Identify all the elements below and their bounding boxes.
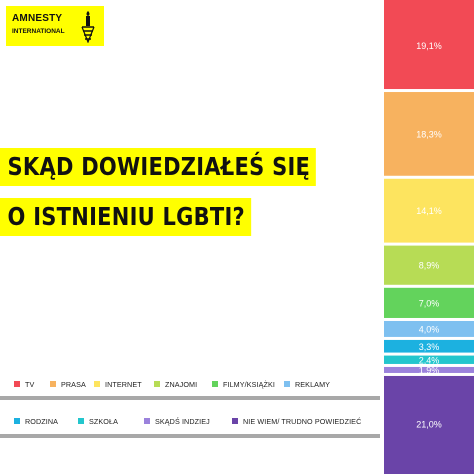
legend-item-znajomi: ZNAJOMI bbox=[154, 378, 197, 390]
legend-item-skads-indziej: SKĄDŚ INDZIEJ bbox=[144, 415, 210, 427]
legend-swatch bbox=[50, 381, 56, 387]
chart-title-line1: SKĄD DOWIEDZIAŁEŚ SIĘ bbox=[0, 148, 373, 186]
bar-segment-1 bbox=[384, 0, 474, 91]
data-label-5: 7,0% bbox=[419, 298, 440, 308]
legend-label: RODZINA bbox=[25, 416, 59, 426]
segment-separator bbox=[384, 284, 474, 288]
legend-swatch bbox=[78, 418, 84, 424]
chart-title-text-2: O ISTNIENIU LGBTI? bbox=[0, 198, 251, 236]
bar-segment-2 bbox=[384, 90, 474, 178]
segment-separator bbox=[384, 363, 474, 367]
legend-label: TV bbox=[25, 379, 35, 389]
legend-label: SZKOŁA bbox=[89, 416, 118, 426]
bar-segment-5 bbox=[384, 286, 474, 320]
legend-swatch bbox=[144, 418, 150, 424]
bar-segment-3 bbox=[384, 177, 474, 245]
logo-line2: INTERNATIONAL bbox=[12, 28, 65, 35]
legend-swatch bbox=[94, 381, 100, 387]
data-label-9: 1,9% bbox=[419, 365, 440, 375]
legend-item-szkola: SZKOŁA bbox=[78, 415, 118, 427]
data-label-1: 19,1% bbox=[416, 41, 442, 51]
bar-segment-6 bbox=[384, 319, 474, 339]
legend-label: ZNAJOMI bbox=[165, 379, 198, 389]
legend-item-filmy-ksiazki: FILMY/KSIĄŻKI bbox=[212, 378, 275, 390]
legend-label: NIE WIEM/ TRUDNO POWIEDZIEĆ bbox=[243, 416, 362, 426]
data-label-6: 4,0% bbox=[419, 324, 440, 334]
legend-swatch bbox=[284, 381, 290, 387]
legend-label: INTERNET bbox=[105, 379, 142, 389]
bar-segment-9 bbox=[384, 365, 474, 375]
legend-swatch bbox=[14, 381, 20, 387]
segment-separator bbox=[384, 175, 474, 179]
legend-swatch bbox=[154, 381, 160, 387]
legend-item-rodzina: RODZINA bbox=[14, 415, 58, 427]
segment-separator bbox=[384, 336, 474, 340]
data-label-7: 3,3% bbox=[419, 342, 440, 352]
legend-label: FILMY/KSIĄŻKI bbox=[223, 379, 276, 389]
bar-segment-10 bbox=[384, 374, 474, 474]
segment-separator bbox=[384, 242, 474, 246]
legend-label: SKĄDŚ INDZIEJ bbox=[155, 416, 210, 426]
segment-separator bbox=[384, 372, 474, 376]
legend-swatch bbox=[212, 381, 218, 387]
legend-swatch bbox=[232, 418, 238, 424]
bar-segment-4 bbox=[384, 244, 474, 287]
data-label-10: 21,0% bbox=[416, 420, 442, 430]
legend-label: PRASA bbox=[61, 379, 86, 389]
segment-separator bbox=[384, 352, 474, 356]
legend-item-prasa: PRASA bbox=[50, 378, 86, 390]
chart-title-line2: O ISTNIENIU LGBTI? bbox=[0, 198, 373, 236]
data-label-3: 14,1% bbox=[416, 206, 442, 216]
legend-item-nie-wiem: NIE WIEM/ TRUDNO POWIEDZIEĆ bbox=[232, 415, 361, 427]
divider-line-bottom bbox=[0, 434, 380, 438]
bar-segment-7 bbox=[384, 338, 474, 355]
segment-separator bbox=[384, 317, 474, 321]
legend-label: REKLAMY bbox=[295, 379, 331, 389]
legend-swatch bbox=[14, 418, 20, 424]
bar-segment-8 bbox=[384, 354, 474, 366]
data-label-2: 18,3% bbox=[416, 129, 442, 139]
legend-item-reklamy: REKLAMY bbox=[284, 378, 330, 390]
segment-separator bbox=[384, 89, 474, 93]
chart-title-text-1: SKĄD DOWIEDZIAŁEŚ SIĘ bbox=[0, 148, 317, 186]
candle-icon bbox=[81, 11, 95, 43]
amnesty-logo: AMNESTY INTERNATIONAL bbox=[6, 6, 104, 46]
divider-line-top bbox=[0, 396, 380, 400]
logo-line1: AMNESTY bbox=[12, 13, 63, 24]
legend-item-tv: TV bbox=[14, 378, 34, 390]
data-label-4: 8,9% bbox=[419, 261, 440, 271]
legend-item-internet: INTERNET bbox=[94, 378, 142, 390]
data-label-8: 2,4% bbox=[419, 355, 440, 365]
